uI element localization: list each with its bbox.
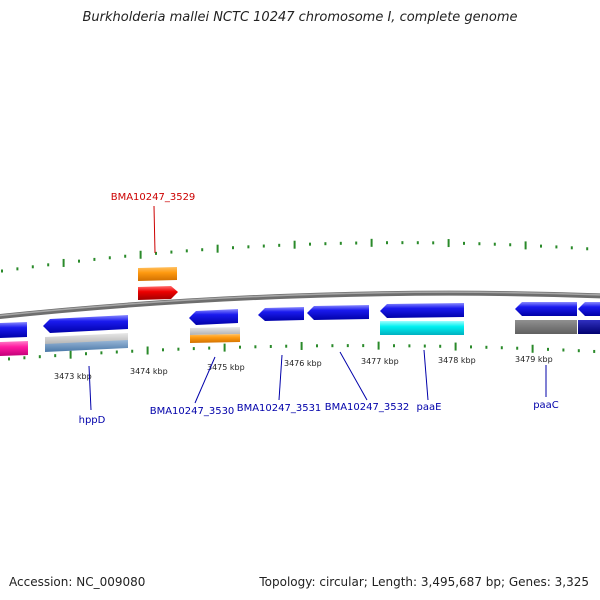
outer-tick-track xyxy=(1,238,589,273)
gene-label-bma10247-3530[interactable]: BMA10247_3530 xyxy=(150,406,235,417)
gene-feature-right-edge-blue[interactable] xyxy=(578,302,600,316)
gene-feature-paae-cyan[interactable] xyxy=(380,321,464,335)
gene-label-bma10247-3532[interactable]: BMA10247_3532 xyxy=(325,402,410,413)
inner-tick-track xyxy=(8,341,596,361)
gene-feature-left-edge-blue[interactable] xyxy=(0,322,27,338)
gene-feature-bma10247-3530-orange[interactable] xyxy=(190,334,240,343)
gene-label-hppd[interactable]: hppD xyxy=(79,415,106,426)
scale-label-3473: 3473 kbp xyxy=(54,372,92,381)
gene-feature-paae-cds[interactable] xyxy=(380,303,464,318)
map-title: Burkholderia mallei NCTC 10247 chromosom… xyxy=(82,10,518,25)
scale-label-3477: 3477 kbp xyxy=(361,357,399,366)
gene-feature-hppd-cds[interactable] xyxy=(43,315,128,333)
gene-feature-bma10247-3530-cds[interactable] xyxy=(189,309,238,325)
gene-feature-bma10247-3529-orange[interactable] xyxy=(138,267,177,281)
scale-label-3476: 3476 kbp xyxy=(284,359,322,368)
gene-label-bma10247-3531[interactable]: BMA10247_3531 xyxy=(237,403,322,414)
label-leader-lines xyxy=(88,205,547,411)
gene-feature-bma10247-3531-cds[interactable] xyxy=(258,307,304,321)
scale-label-3475: 3475 kbp xyxy=(207,363,245,372)
gene-feature-paac-cds[interactable] xyxy=(515,302,577,316)
accession-text: Accession: NC_009080 xyxy=(9,575,146,589)
chromosome-backbone xyxy=(0,290,600,320)
gene-feature-paac-grey[interactable] xyxy=(515,320,577,334)
gene-feature-right-edge-navy[interactable] xyxy=(578,320,600,334)
genome-summary-text: Topology: circular; Length: 3,495,687 bp… xyxy=(259,575,589,589)
scale-label-3474: 3474 kbp xyxy=(130,367,168,376)
gene-feature-bma10247-3529-red[interactable] xyxy=(138,286,178,300)
gene-feature-hppd-steel[interactable] xyxy=(45,340,128,352)
gene-feature-left-edge-magenta[interactable] xyxy=(0,341,28,356)
gene-label-paae[interactable]: paaE xyxy=(417,402,442,413)
scale-label-3479: 3479 kbp xyxy=(515,355,553,364)
gene-feature-bma10247-3532-cds[interactable] xyxy=(307,305,369,320)
scale-label-3478: 3478 kbp xyxy=(438,356,476,365)
gene-feature-bma10247-3530-grey[interactable] xyxy=(190,327,240,335)
gene-label-bma10247-3529[interactable]: BMA10247_3529 xyxy=(111,192,196,203)
gene-label-paac[interactable]: paaC xyxy=(533,400,559,411)
